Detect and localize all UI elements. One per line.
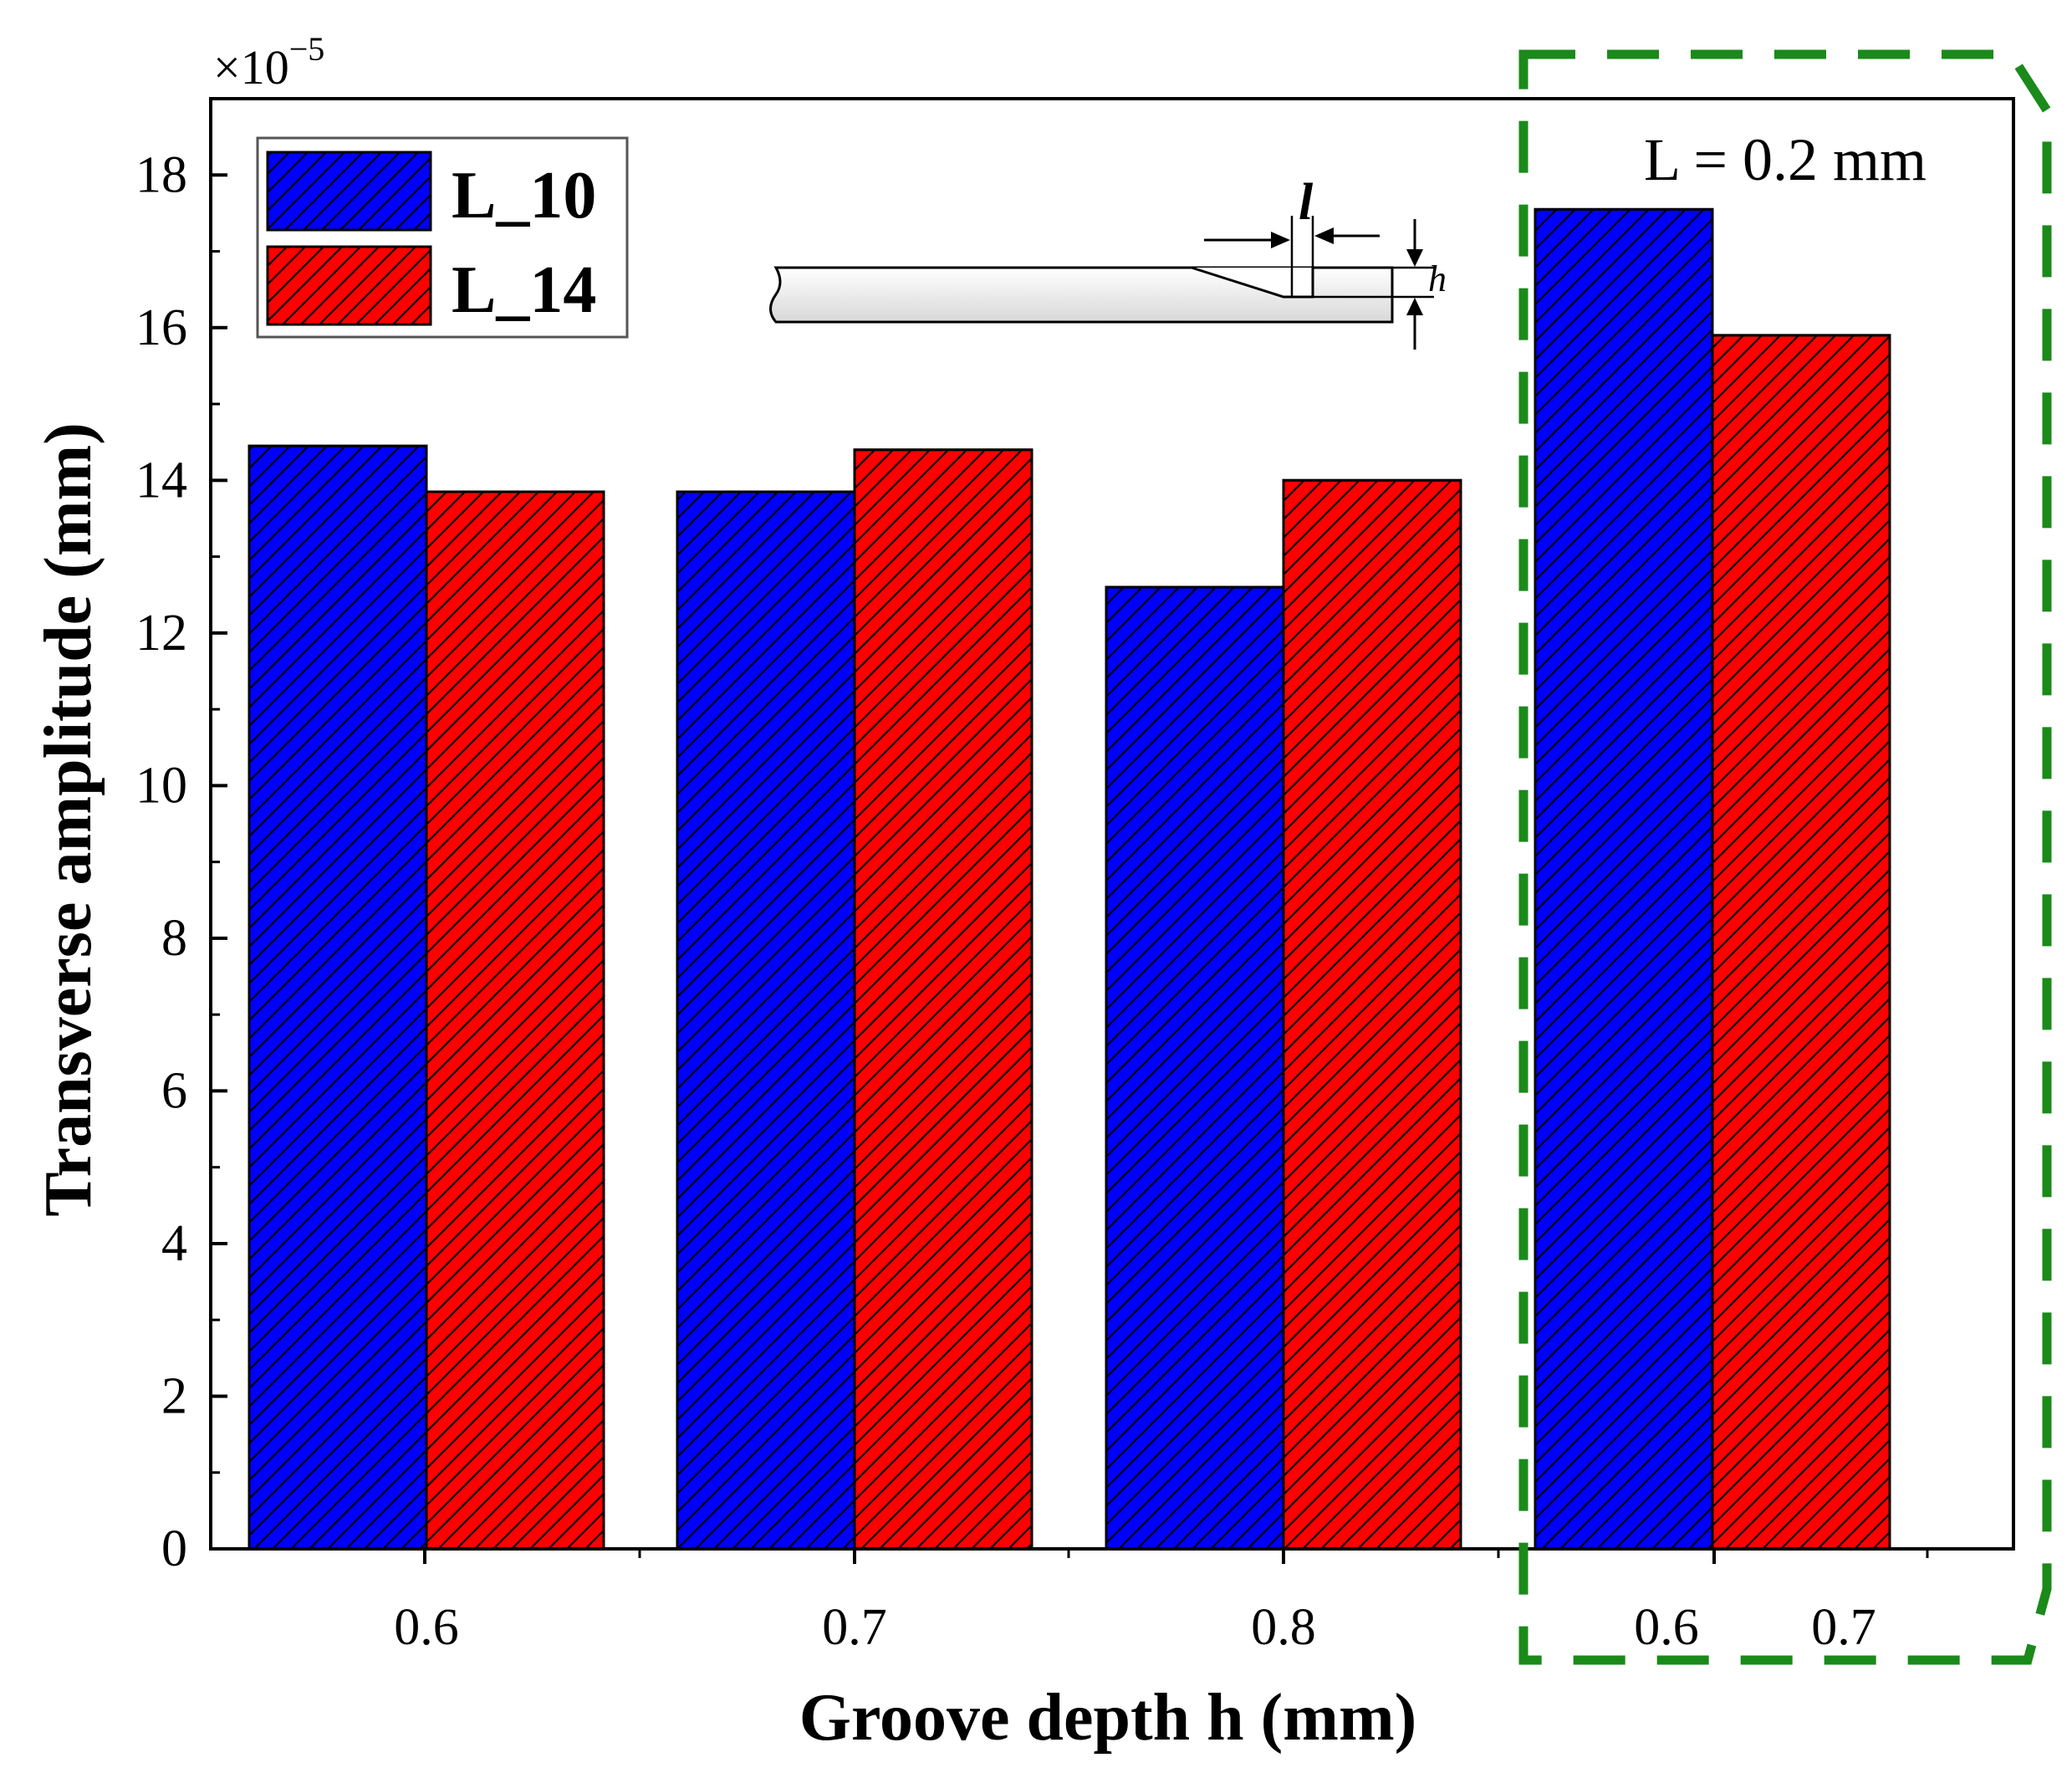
- plot-frame: [209, 97, 2015, 1551]
- y-tick-label: 6: [161, 1062, 187, 1119]
- x-tick-label: 0.7: [822, 1599, 887, 1656]
- depth-arrow-top-head: [1406, 249, 1423, 267]
- highlight-annotation-label: L = 0.2 mm: [1644, 126, 1927, 193]
- x-tick-label: 0.8: [1251, 1599, 1316, 1656]
- legend-swatch-l14-hatch: [268, 247, 431, 324]
- y-tick-label: 8: [161, 910, 187, 967]
- y-tick-label: 2: [161, 1367, 187, 1424]
- y-tick-label: 0: [161, 1520, 187, 1577]
- x-axis-title: Groove depth h (mm): [799, 1681, 1416, 1755]
- legend-label-l14: L_14: [452, 253, 596, 327]
- y-tick-label: 18: [135, 146, 187, 203]
- depth-arrow-bottom-head: [1406, 298, 1423, 315]
- x-tick-label: 0.6: [394, 1599, 459, 1656]
- bars-layer: [248, 207, 1891, 1551]
- y-tick-label: 12: [135, 605, 187, 662]
- legend-label-l10: L_10: [452, 159, 596, 232]
- bar-hatch-l10-group-4: [1535, 209, 1712, 1550]
- highlight-dashed-box: [1518, 49, 2052, 1665]
- bar-hatch-l14-group-4: [1712, 335, 1890, 1550]
- y-multiplier: ×10−5: [213, 30, 324, 95]
- bar-hatch-l10-group-1: [249, 446, 426, 1550]
- y-tick-label: 14: [135, 452, 187, 508]
- groove-depth-label: h: [1428, 258, 1447, 299]
- groove-schematic-inset: l h: [769, 174, 1447, 350]
- x-tick-label: 0.6: [1634, 1599, 1699, 1656]
- bar-hatch-l14-group-3: [1284, 480, 1461, 1549]
- x-tick-label: 0.7: [1811, 1599, 1876, 1656]
- length-arrow-right-head: [1314, 227, 1334, 244]
- bar-hatch-l14-group-2: [855, 449, 1032, 1549]
- axes-layer: 0 2 4 6 8 10 12 14 16 18 0.6 0.7 0.8 0.6 0.7: [135, 97, 2015, 1656]
- bar-hatch-l14-group-1: [426, 492, 604, 1549]
- y-tick-label: 10: [135, 757, 187, 814]
- legend-swatch-l10-hatch: [268, 152, 431, 230]
- y-axis-title: Transverse amplitude (mm): [32, 422, 105, 1217]
- legend: L_10 L_14: [256, 136, 629, 339]
- y-tick-label: 16: [135, 299, 187, 356]
- length-arrow-left-head: [1271, 232, 1290, 248]
- bar-hatch-l10-group-3: [1106, 587, 1284, 1549]
- groove-length-label: l: [1299, 174, 1314, 231]
- y-tick-label: 4: [161, 1215, 187, 1272]
- bar-hatch-l10-group-2: [677, 492, 855, 1549]
